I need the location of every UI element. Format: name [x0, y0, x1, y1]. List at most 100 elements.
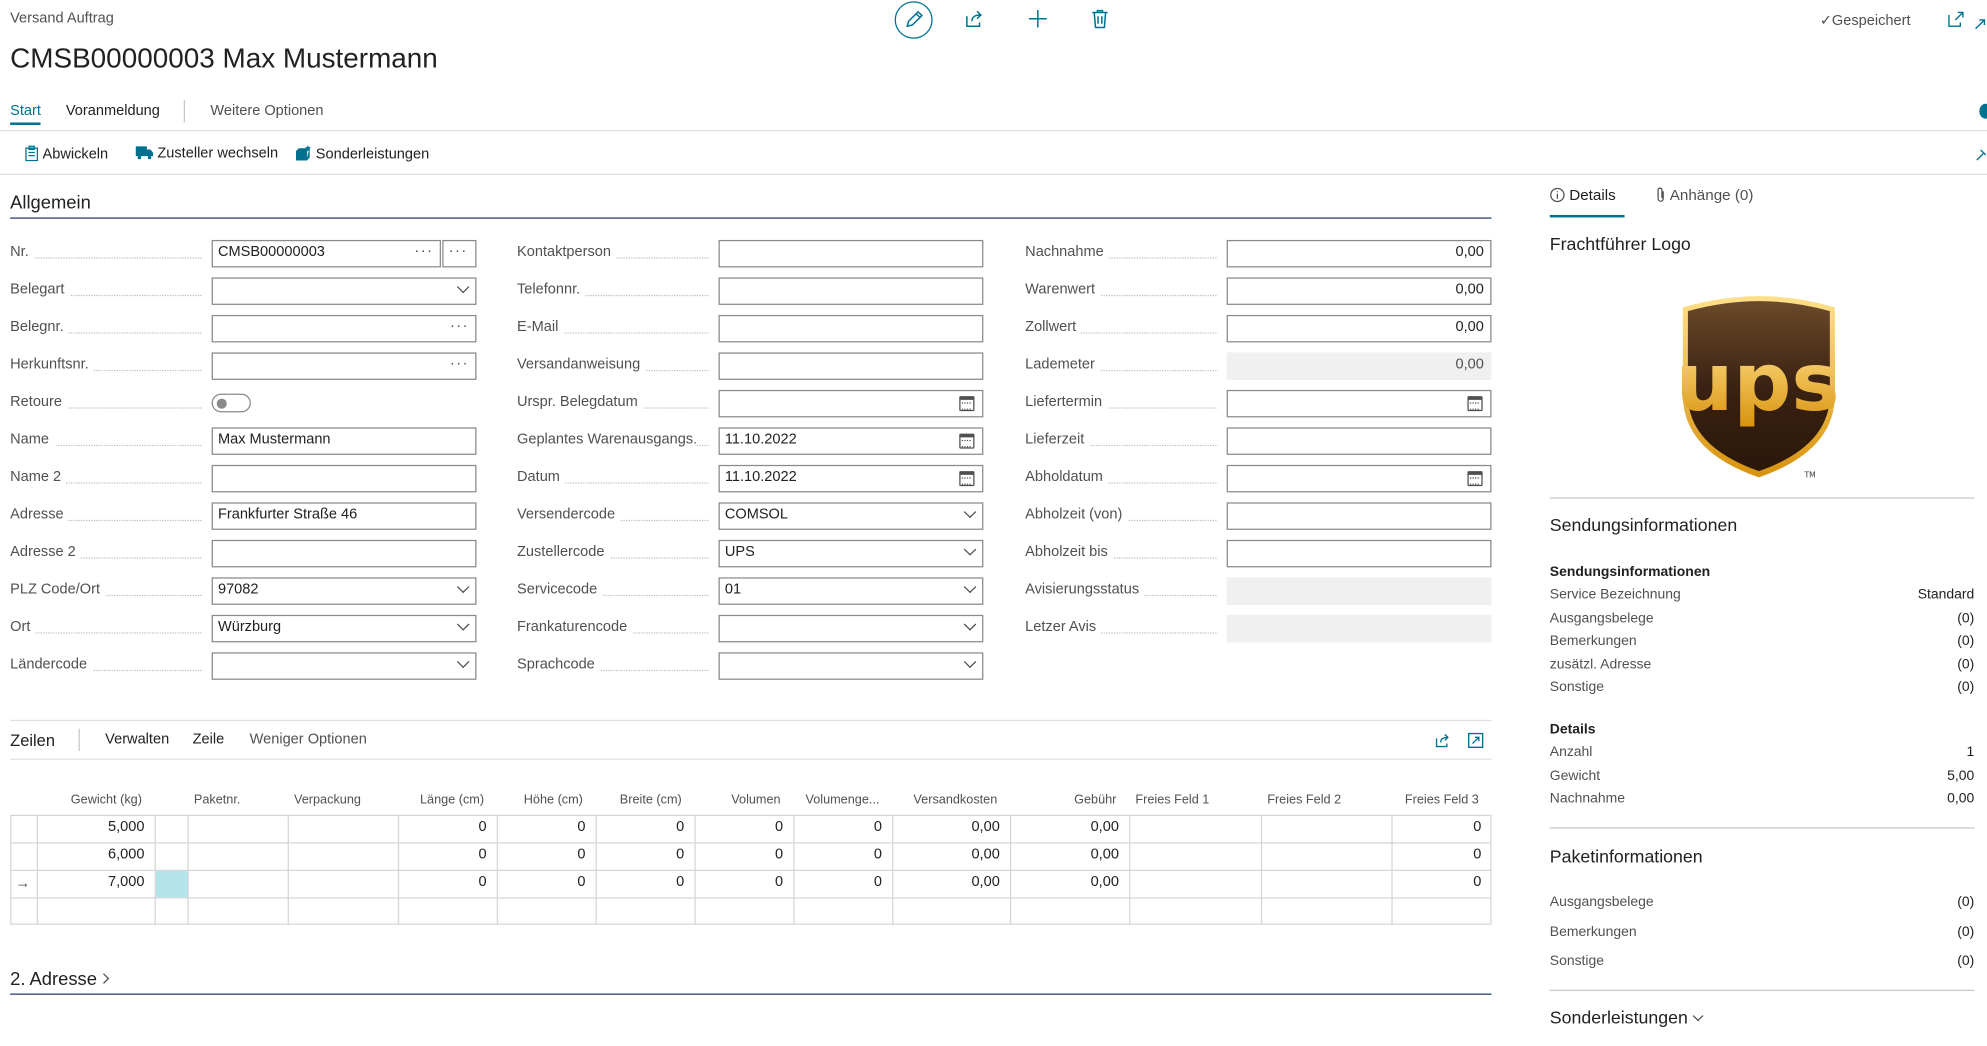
- new-button[interactable]: [1028, 9, 1048, 29]
- column-header[interactable]: Freies Feld 1: [1135, 793, 1210, 808]
- field-e-mail[interactable]: [718, 314, 984, 343]
- collapse-button[interactable]: [1974, 15, 1987, 30]
- field-nachnahme[interactable]: 0,00: [1226, 239, 1492, 268]
- lines-menu-verwalten[interactable]: Verwalten: [105, 732, 170, 748]
- field-abholzeit-von[interactable]: [1226, 502, 1492, 530]
- factbox-row[interactable]: Bemerkungen (0): [1550, 924, 1975, 944]
- ellipsis-icon[interactable]: ···: [449, 316, 469, 334]
- factbox-row-value[interactable]: 1: [1966, 744, 1975, 760]
- table-cell[interactable]: 0,00: [971, 874, 1000, 890]
- field-name[interactable]: Max Mustermann: [211, 427, 477, 455]
- table-cell[interactable]: 0: [577, 874, 586, 890]
- field-abholdatum[interactable]: [1226, 464, 1492, 493]
- sonderleistungen-button[interactable]: Sonderleistungen: [295, 144, 429, 162]
- edit-button[interactable]: [894, 1, 933, 39]
- nr-assist-button[interactable]: ···: [442, 239, 477, 268]
- calendar-icon[interactable]: [959, 471, 975, 487]
- field-zustellercode[interactable]: UPS: [718, 539, 984, 568]
- shipment-title[interactable]: Sendungsinformationen: [1549, 514, 1738, 535]
- factbox-row-value[interactable]: (0): [1957, 656, 1975, 672]
- column-header[interactable]: Länge (cm): [419, 793, 485, 808]
- column-header[interactable]: Gebühr: [1074, 793, 1117, 808]
- factbox-row-value[interactable]: 0,00: [1947, 791, 1975, 807]
- table-cell[interactable]: 0,00: [1090, 819, 1119, 835]
- table-cell[interactable]: 0: [775, 819, 784, 835]
- lines-menu-zeile[interactable]: Zeile: [192, 732, 225, 748]
- table-cell[interactable]: 0: [577, 819, 586, 835]
- factbox-row-value[interactable]: (0): [1957, 633, 1975, 649]
- field-herkunftsnr[interactable]: ···: [211, 352, 477, 380]
- column-header[interactable]: Paketnr.: [193, 793, 241, 808]
- pin-button[interactable]: [1976, 147, 1987, 161]
- table-cell[interactable]: 0: [676, 874, 685, 890]
- field-abholzeit-bis[interactable]: [1226, 539, 1492, 568]
- tab-weitere-optionen[interactable]: Weitere Optionen: [210, 103, 324, 119]
- share-button[interactable]: [964, 9, 984, 29]
- table-cell[interactable]: 0,00: [1090, 847, 1119, 863]
- factbox-row[interactable]: Ausgangsbelege (0): [1550, 610, 1975, 630]
- factbox-row-value[interactable]: 5,00: [1947, 767, 1975, 783]
- factbox-row[interactable]: Gewicht 5,00: [1550, 768, 1975, 788]
- field-frankaturencode[interactable]: [718, 614, 984, 643]
- table-cell[interactable]: 0: [1473, 819, 1482, 835]
- table-cell[interactable]: 0: [1473, 874, 1482, 890]
- factbox-row-value[interactable]: (0): [1957, 679, 1975, 695]
- factbox-row[interactable]: zusätzl. Adresse (0): [1550, 657, 1975, 677]
- factbox-row-value[interactable]: (0): [1957, 610, 1975, 626]
- section-title-allgemein[interactable]: Allgemein: [10, 193, 91, 214]
- package-title[interactable]: Paketinformationen: [1549, 846, 1703, 867]
- field-geplantes-warenausgangs[interactable]: 11.10.2022: [718, 427, 984, 455]
- ellipsis-icon[interactable]: ···: [414, 241, 434, 259]
- factbox-row[interactable]: Nachnahme 0,00: [1550, 791, 1975, 811]
- factbox-row[interactable]: Sonstige (0): [1550, 680, 1975, 700]
- table-cell[interactable]: 0: [873, 874, 882, 890]
- field-plz-code-ort[interactable]: 97082: [211, 577, 477, 605]
- factbox-row[interactable]: Anzahl 1: [1550, 745, 1975, 765]
- column-header[interactable]: Gewicht (kg): [70, 793, 142, 808]
- table-cell[interactable]: 0: [676, 819, 685, 835]
- field-ort[interactable]: Würzburg: [211, 614, 477, 643]
- table-cell[interactable]: 0: [478, 819, 487, 835]
- factbox-row-value[interactable]: (0): [1957, 953, 1975, 969]
- factbox-row-value[interactable]: Standard: [1917, 587, 1975, 603]
- table-cell[interactable]: 0: [577, 847, 586, 863]
- delete-button[interactable]: [1090, 9, 1110, 29]
- field-adresse-2[interactable]: [211, 539, 477, 568]
- field-lieferzeit[interactable]: [1226, 427, 1492, 455]
- table-cell[interactable]: 0,00: [971, 847, 1000, 863]
- zusteller-wechseln-button[interactable]: Zusteller wechseln: [135, 145, 278, 161]
- field-versandanweisung[interactable]: [718, 352, 984, 380]
- table-cell[interactable]: 0: [1473, 847, 1482, 863]
- calendar-icon[interactable]: [1467, 396, 1483, 412]
- lines-expand-button[interactable]: [1467, 732, 1484, 749]
- table-cell[interactable]: 5,000: [107, 819, 145, 835]
- factbox-row-value[interactable]: (0): [1957, 894, 1975, 910]
- section-title-adresse2[interactable]: 2. Adresse: [10, 970, 109, 990]
- column-header[interactable]: Freies Feld 3: [1404, 793, 1479, 808]
- special-services-title[interactable]: Sonderleistungen: [1550, 1007, 1704, 1027]
- column-header[interactable]: Volumenge...: [805, 793, 880, 808]
- table-cell[interactable]: 0,00: [1090, 874, 1119, 890]
- factbox-row-value[interactable]: (0): [1957, 924, 1975, 940]
- selected-cell[interactable]: [155, 871, 188, 898]
- field-versendercode[interactable]: COMSOL: [718, 502, 984, 530]
- table-cell[interactable]: 0: [775, 847, 784, 863]
- field-belegnr[interactable]: ···: [211, 314, 477, 343]
- table-cell[interactable]: 0,00: [971, 819, 1000, 835]
- tab-start[interactable]: Start: [10, 103, 41, 119]
- table-cell[interactable]: 0: [873, 819, 882, 835]
- column-header[interactable]: Volumen: [731, 793, 781, 808]
- table-cell[interactable]: 0: [478, 847, 487, 863]
- retoure-toggle[interactable]: [211, 393, 251, 413]
- lines-menu-weniger-optionen[interactable]: Weniger Optionen: [249, 732, 367, 748]
- lines-title[interactable]: Zeilen: [10, 731, 56, 750]
- field-belegart[interactable]: [211, 277, 477, 305]
- field-warenwert[interactable]: 0,00: [1226, 277, 1492, 305]
- factbox-tab-details[interactable]: Details: [1550, 186, 1616, 204]
- field-kontaktperson[interactable]: [718, 239, 984, 268]
- tab-voranmeldung[interactable]: Voranmeldung: [65, 103, 160, 119]
- factbox-row[interactable]: Bemerkungen (0): [1550, 634, 1975, 654]
- field-name-2[interactable]: [211, 464, 477, 493]
- field-ländercode[interactable]: [211, 652, 477, 680]
- field-servicecode[interactable]: 01: [718, 577, 984, 605]
